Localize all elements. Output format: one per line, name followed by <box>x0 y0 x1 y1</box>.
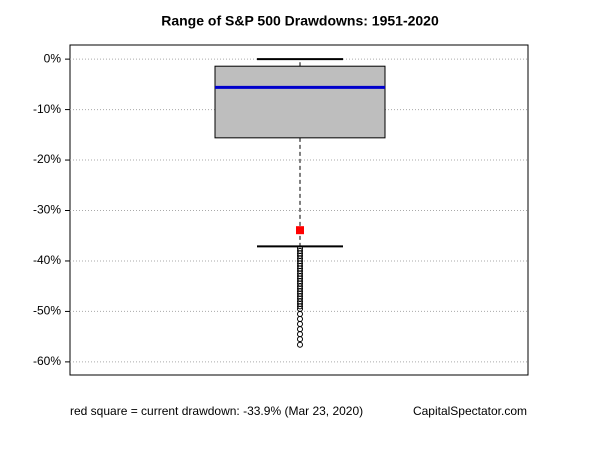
y-tick-label: 0% <box>44 51 62 65</box>
outlier <box>297 326 303 333</box>
chart-title: Range of S&P 500 Drawdowns: 1951-2020 <box>161 13 439 29</box>
y-tick-label: -20% <box>33 152 61 166</box>
outlier <box>297 341 303 348</box>
outlier <box>297 321 303 328</box>
annotation: red square = current drawdown: -33.9% (M… <box>70 404 363 418</box>
y-tick-label: -50% <box>33 304 61 318</box>
source: CapitalSpectator.com <box>413 404 527 418</box>
outlier <box>297 336 303 343</box>
outlier <box>297 315 303 322</box>
current-marker <box>296 226 304 235</box>
outlier <box>297 303 303 310</box>
box <box>214 65 386 139</box>
outlier <box>297 310 303 317</box>
outlier <box>297 331 303 338</box>
y-tick-label: -60% <box>33 354 61 368</box>
y-tick-label: -30% <box>33 203 61 217</box>
y-tick-label: -40% <box>33 253 61 267</box>
y-tick-label: -10% <box>33 102 61 116</box>
plot-frame <box>69 44 529 376</box>
